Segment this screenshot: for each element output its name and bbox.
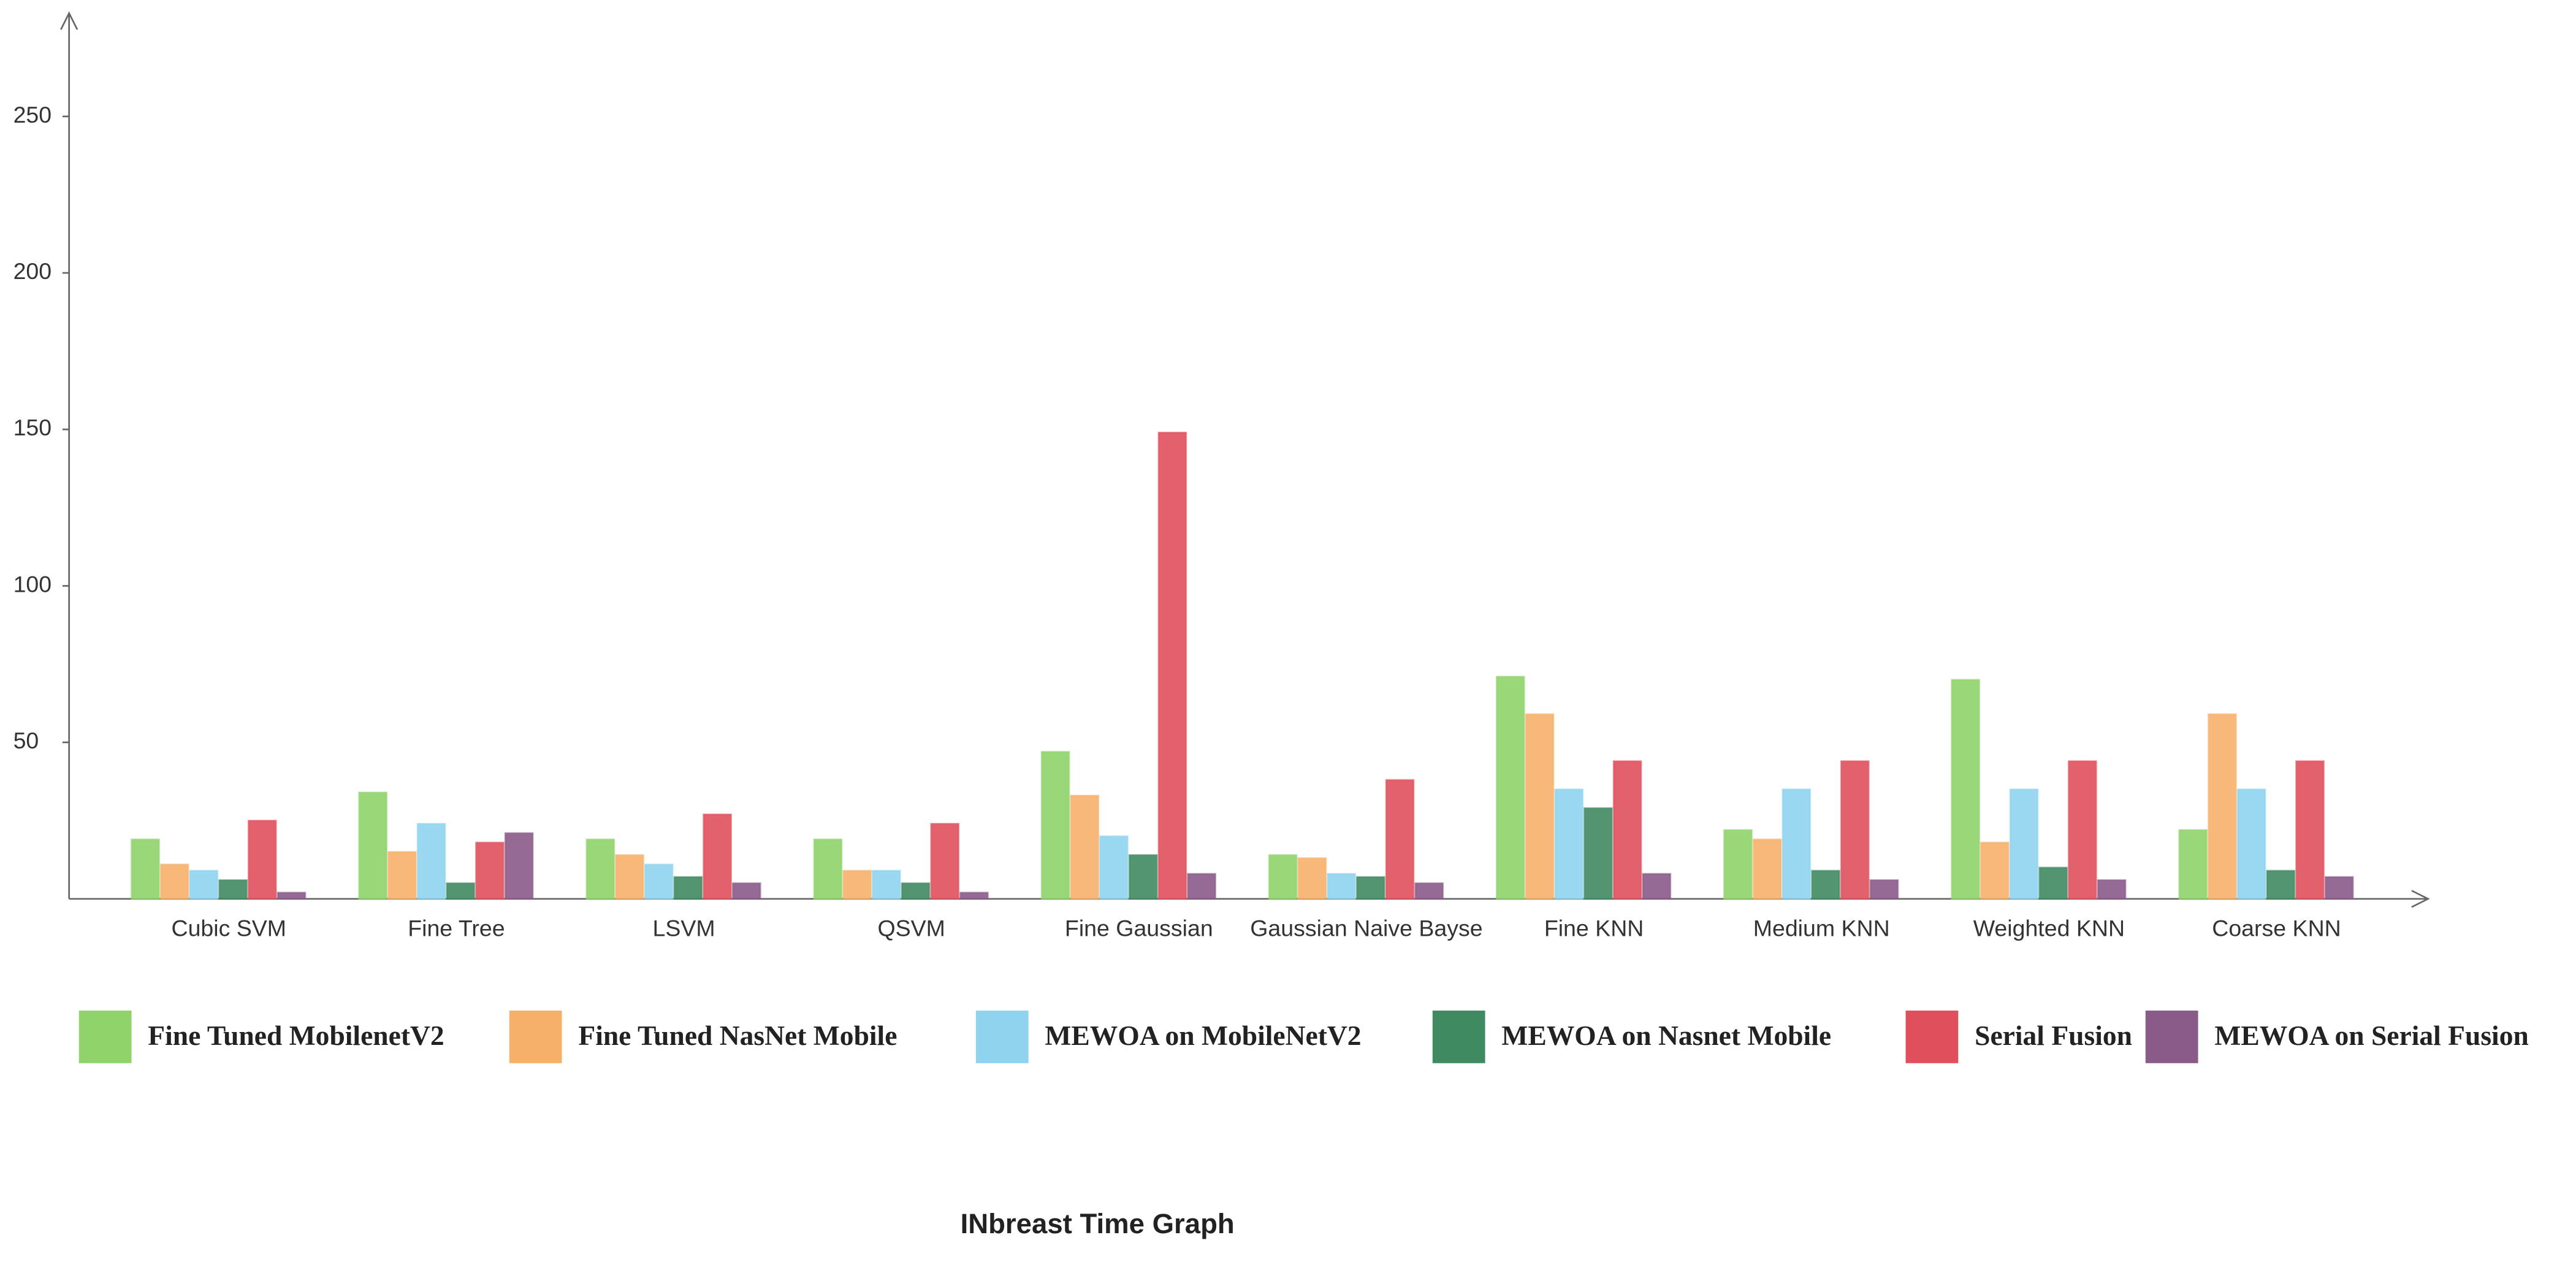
legend-swatch [78,1011,132,1063]
bar [1040,751,1070,900]
legend-label: MEWOA on MobileNetV2 [1045,1020,1361,1051]
x-tick-label: Fine Tree [408,916,505,941]
legend: Fine Tuned MobilenetV2 Fine Tuned NasNet … [78,1011,2529,1063]
bar [871,870,901,900]
bar [1327,873,1356,900]
x-tick-label: Fine Gaussian [1065,916,1213,941]
y-tick-label: 50 [13,728,39,754]
bar [644,863,674,900]
bar [1642,873,1672,900]
bar [2038,866,2068,900]
bar [1385,779,1415,900]
bar [2068,760,2097,900]
bar [131,838,160,900]
bar [2324,876,2354,900]
bar [189,870,219,900]
bar [2266,870,2296,900]
bar [358,791,387,900]
bar [276,892,307,900]
bar [615,854,644,900]
y-tick-label: 200 [13,258,52,284]
bar [813,838,843,900]
bar [901,882,931,900]
bar [2208,713,2237,900]
bar [416,822,446,900]
bar [1752,838,1782,900]
x-tick-label: Fine KNN [1544,916,1644,941]
y-tick-label: 150 [13,415,52,440]
bar [2236,788,2266,900]
x-tick-label: Cubic SVM [171,916,286,941]
bar [1583,807,1613,900]
bar [1414,882,1444,900]
bar [1781,788,1812,900]
legend-swatch [1905,1011,1959,1063]
bar [703,813,732,900]
legend-swatch [1432,1011,1485,1063]
bar [1951,679,1980,900]
bar [2295,760,2325,900]
bar [1723,829,1753,900]
bar [1869,879,1899,900]
y-tick-label: 250 [13,102,52,128]
legend-swatch [2145,1011,2198,1063]
bar [2009,788,2039,900]
legend-label: MEWOA on Serial Fusion [2214,1020,2528,1051]
x-tick-label: QSVM [877,916,945,941]
legend-swatch [509,1011,562,1063]
bar [446,882,476,900]
bar [1187,873,1216,900]
bar [731,882,761,900]
x-tick-label: Weighted KNN [1973,916,2125,941]
chart-title: INbreast Time Graph [961,1208,1235,1239]
bar [1355,876,1385,900]
bar [1980,841,2010,900]
bar [1128,854,1158,900]
bar [1070,795,1100,900]
x-tick-label: Medium KNN [1753,916,1890,941]
legend-label: Fine Tuned MobilenetV2 [148,1020,444,1051]
bar [959,892,989,900]
bar [1495,676,1525,900]
y-tick-label: 100 [13,571,52,597]
bar [504,832,534,900]
x-tick-label: Gaussian Naive Bayse [1250,916,1482,941]
bar [1525,713,1555,900]
bar [842,870,872,900]
legend-label: Serial Fusion [1975,1020,2132,1051]
bar [2097,879,2127,900]
y-axis-arrow [60,11,78,30]
bar [1268,854,1298,900]
legend-label: MEWOA on Nasnet Mobile [1501,1020,1831,1051]
x-tick-label: LSVM [652,916,715,941]
bar [673,876,703,900]
bar [1157,431,1187,900]
x-tick-label: Coarse KNN [2212,916,2341,941]
bar [1840,760,1870,900]
bar [1099,835,1129,900]
legend-swatch [975,1011,1029,1063]
bar [585,838,615,900]
bar [1297,857,1327,900]
legend-label: Fine Tuned NasNet Mobile [578,1020,897,1051]
bar [2178,829,2208,900]
bar [159,863,189,900]
bar [1612,760,1642,900]
bar [247,819,277,900]
bar [387,851,417,900]
bar [218,879,248,900]
bar [475,841,505,900]
bar [1554,788,1584,900]
x-axis-arrow [2411,890,2430,908]
bar [1811,870,1840,900]
bar [930,822,960,900]
